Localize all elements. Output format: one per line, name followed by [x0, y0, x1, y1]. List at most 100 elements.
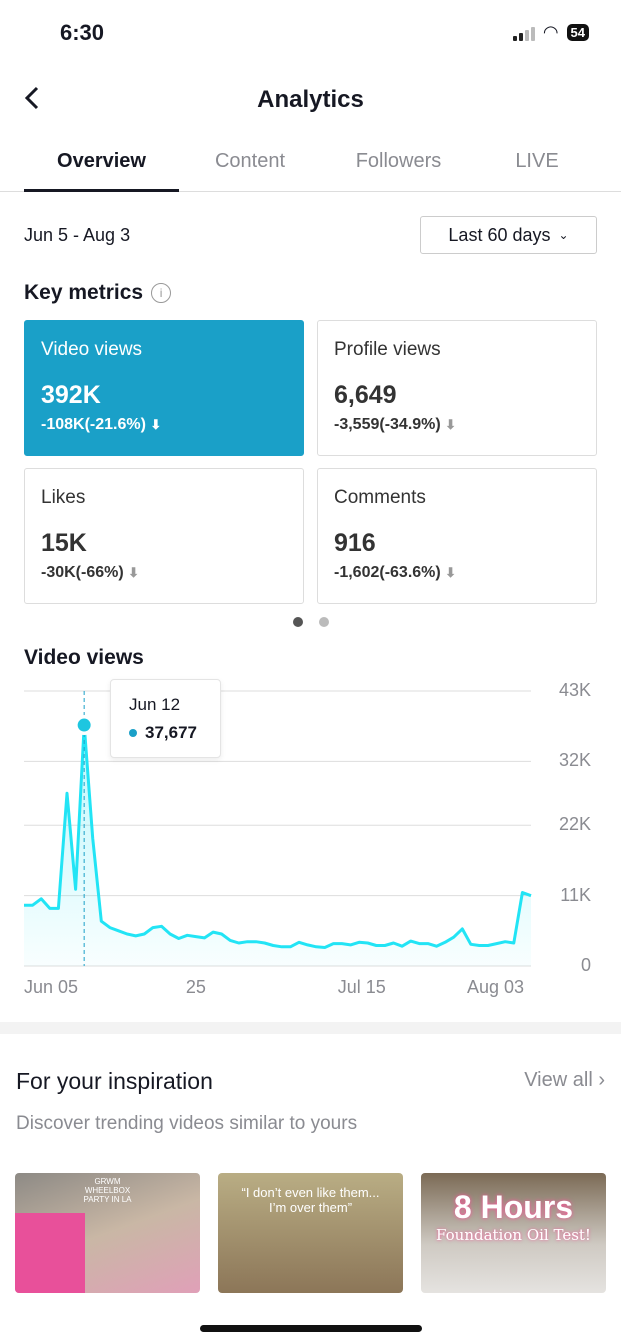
video-thumbnail[interactable]: 8 Hours Foundation Oil Test!: [421, 1173, 606, 1293]
data-point[interactable]: [150, 925, 156, 931]
data-point[interactable]: [519, 889, 525, 895]
data-point[interactable]: [90, 835, 96, 841]
data-point[interactable]: [98, 918, 104, 924]
tab-followers[interactable]: Followers: [355, 150, 442, 172]
data-point[interactable]: [193, 934, 199, 940]
data-point[interactable]: [408, 938, 414, 944]
period-dropdown[interactable]: Last 60 days ⌄: [420, 216, 597, 254]
data-point[interactable]: [279, 944, 285, 950]
data-point[interactable]: [339, 941, 345, 947]
metric-value: 916: [334, 529, 376, 557]
data-point[interactable]: [348, 942, 354, 948]
data-point[interactable]: [30, 902, 36, 908]
tab-overview[interactable]: Overview: [24, 140, 179, 192]
view-all-link[interactable]: View all ›: [524, 1069, 605, 1092]
data-point[interactable]: [468, 941, 474, 947]
video-caption: “I don’t even like them... I’m over them…: [241, 1185, 380, 1215]
data-point[interactable]: [262, 940, 268, 946]
arrow-down-icon: ⬇: [128, 565, 140, 580]
data-point[interactable]: [141, 931, 147, 937]
metric-change-text: -3,559(-34.9%): [334, 416, 441, 433]
metric-card-profile-views[interactable]: Profile views 6,649 -3,559(-34.9%) ⬇: [317, 320, 597, 456]
data-point[interactable]: [55, 905, 61, 911]
metric-value: 392K: [41, 381, 101, 409]
data-point[interactable]: [287, 944, 293, 950]
series-line: [24, 723, 532, 949]
page-dot[interactable]: [319, 617, 329, 627]
selected-point[interactable]: [77, 718, 91, 732]
video-views-chart[interactable]: [0, 670, 621, 980]
data-point[interactable]: [64, 790, 70, 796]
x-tick-label: 25: [185, 977, 206, 997]
data-point[interactable]: [116, 928, 122, 934]
data-point[interactable]: [451, 934, 457, 940]
data-point[interactable]: [528, 893, 534, 899]
metric-value: 15K: [41, 529, 87, 557]
data-point[interactable]: [73, 886, 79, 892]
video-thumbnail[interactable]: “I don’t even like them... I’m over them…: [218, 1173, 403, 1293]
data-point[interactable]: [227, 937, 233, 943]
data-point[interactable]: [511, 940, 517, 946]
data-point[interactable]: [201, 935, 207, 941]
key-metrics-heading: Key metrics i: [24, 281, 172, 305]
data-point[interactable]: [305, 942, 311, 948]
info-icon[interactable]: i: [151, 283, 172, 303]
back-button[interactable]: [22, 84, 42, 119]
period-value: Last 60 days: [448, 224, 551, 245]
chevron-left-icon: [24, 86, 39, 110]
data-point[interactable]: [133, 933, 139, 939]
metric-card-likes[interactable]: Likes 15K -30K(-66%) ⬇: [24, 468, 304, 604]
tab-content[interactable]: Content: [214, 150, 286, 172]
data-point[interactable]: [236, 940, 242, 946]
data-point[interactable]: [330, 941, 336, 947]
data-point[interactable]: [47, 905, 53, 911]
data-point[interactable]: [322, 944, 328, 950]
data-point[interactable]: [373, 943, 379, 949]
metric-change-text: -1,602(-63.6%): [334, 564, 441, 581]
data-point[interactable]: [219, 931, 225, 937]
metric-change: -30K(-66%) ⬇: [41, 564, 287, 582]
metric-card-comments[interactable]: Comments 916 -1,602(-63.6%) ⬇: [317, 468, 597, 604]
signal-icon: [512, 25, 535, 41]
data-point[interactable]: [476, 943, 482, 949]
series-dot: [129, 729, 137, 737]
video-thumbnail[interactable]: GRWM WHEELBOX PARTY IN LA: [15, 1173, 200, 1293]
data-point[interactable]: [356, 939, 362, 945]
data-point[interactable]: [167, 931, 173, 937]
data-point[interactable]: [459, 926, 465, 932]
data-point[interactable]: [391, 940, 397, 946]
data-point[interactable]: [124, 931, 130, 937]
data-point[interactable]: [425, 941, 431, 947]
data-point[interactable]: [382, 943, 388, 949]
data-point[interactable]: [502, 939, 508, 945]
data-point[interactable]: [296, 939, 302, 945]
area-fill: [24, 725, 531, 966]
page-dot-active[interactable]: [293, 617, 303, 627]
data-point[interactable]: [38, 896, 44, 902]
data-point[interactable]: [365, 940, 371, 946]
data-point[interactable]: [244, 939, 250, 945]
data-point[interactable]: [107, 925, 113, 931]
data-point[interactable]: [416, 941, 422, 947]
data-point[interactable]: [433, 943, 439, 949]
data-point[interactable]: [176, 936, 182, 942]
metric-card-video-views[interactable]: Video views 392K -108K(-21.6%) ⬇: [24, 320, 304, 456]
data-point[interactable]: [399, 943, 405, 949]
x-tick-label: Jul 15: [337, 977, 386, 997]
tab-live[interactable]: LIVE: [515, 150, 559, 172]
metric-label: Likes: [41, 487, 86, 508]
y-tick-label: 0: [580, 955, 591, 975]
data-point[interactable]: [270, 943, 276, 949]
data-point[interactable]: [184, 932, 190, 938]
chart-tooltip: Jun 12 37,677: [110, 679, 221, 758]
video-caption-sub: Foundation Oil Test!: [436, 1226, 591, 1244]
data-point[interactable]: [442, 939, 448, 945]
data-point[interactable]: [253, 939, 259, 945]
data-point[interactable]: [21, 902, 27, 908]
data-point[interactable]: [210, 929, 216, 935]
data-point[interactable]: [158, 923, 164, 929]
data-point[interactable]: [485, 943, 491, 949]
data-point[interactable]: [494, 941, 500, 947]
pager-dots[interactable]: [293, 617, 329, 627]
data-point[interactable]: [313, 944, 319, 950]
